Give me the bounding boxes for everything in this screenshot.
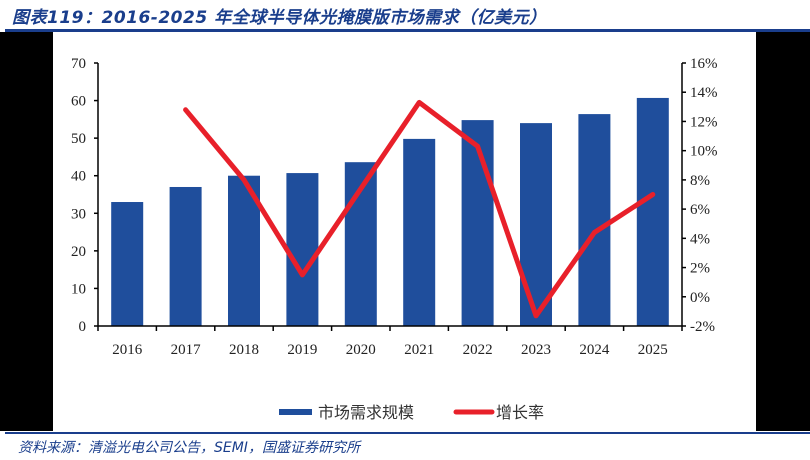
left-axis-tick: 50: [71, 131, 86, 147]
x-axis-tick: 2019: [287, 342, 317, 358]
left-margin-block: [0, 32, 53, 431]
growth-rate-line: [183, 99, 656, 319]
right-axis-tick: 4%: [690, 231, 710, 247]
left-axis-tick: 60: [71, 94, 86, 110]
bar-series: [111, 97, 669, 327]
bar-2022: [461, 120, 494, 326]
x-axis-tick: 2024: [579, 342, 610, 358]
bar-2019: [286, 173, 319, 326]
right-axis-tick: 8%: [690, 173, 710, 189]
x-axis-tick: 2021: [404, 342, 434, 358]
source-divider: [5, 432, 810, 434]
bar-2017: [169, 186, 202, 326]
legend: 市场需求规模 增长率: [279, 404, 544, 422]
x-axis-tick: 2020: [346, 342, 376, 358]
right-margin-block: [756, 32, 810, 431]
bar-2016: [111, 202, 144, 326]
right-axis-tick: 0%: [690, 290, 710, 306]
chart-title: 图表119：2016-2025 年全球半导体光掩膜版市场需求（亿美元）: [12, 8, 547, 28]
bar-2025: [636, 97, 669, 326]
right-axis-tick: 2%: [690, 261, 710, 277]
x-axis-tick: 2023: [521, 342, 551, 358]
title-divider: [5, 29, 810, 32]
right-axis-tick: 6%: [690, 202, 710, 218]
right-axis-tick: 10%: [690, 144, 718, 160]
x-axis-tick: 2016: [112, 342, 143, 358]
x-axis-tick: 2022: [463, 342, 493, 358]
right-axis-tick: 14%: [690, 85, 718, 101]
legend-line-label: 增长率: [496, 404, 544, 422]
bar-2024: [578, 114, 611, 327]
left-axis-tick: 40: [71, 169, 86, 185]
x-axis-tick: 2017: [171, 342, 202, 358]
legend-bar-label: 市场需求规模: [318, 404, 414, 422]
left-axis-tick: 10: [71, 281, 86, 297]
right-axis-tick: -2%: [690, 319, 715, 335]
left-axis-tick: 70: [71, 56, 86, 72]
bar-2021: [403, 138, 436, 326]
right-axis-tick: 16%: [690, 56, 718, 72]
legend-bar-swatch: [279, 409, 312, 415]
axes: 0 10 20 30 40 50 60 70 -2% 0% 2% 4% 6% 8% 10% 12% 14% 16%…: [71, 56, 718, 358]
left-axis-tick: 30: [71, 206, 86, 222]
x-axis-tick: 2018: [229, 342, 259, 358]
x-axis-tick: 2025: [638, 342, 668, 358]
right-axis-tick: 12%: [690, 114, 718, 130]
left-axis-tick: 20: [71, 244, 86, 260]
source-note: 资料来源：清溢光电公司公告，SEMI，国盛证券研究所: [18, 440, 360, 456]
left-axis-tick: 0: [79, 319, 87, 335]
